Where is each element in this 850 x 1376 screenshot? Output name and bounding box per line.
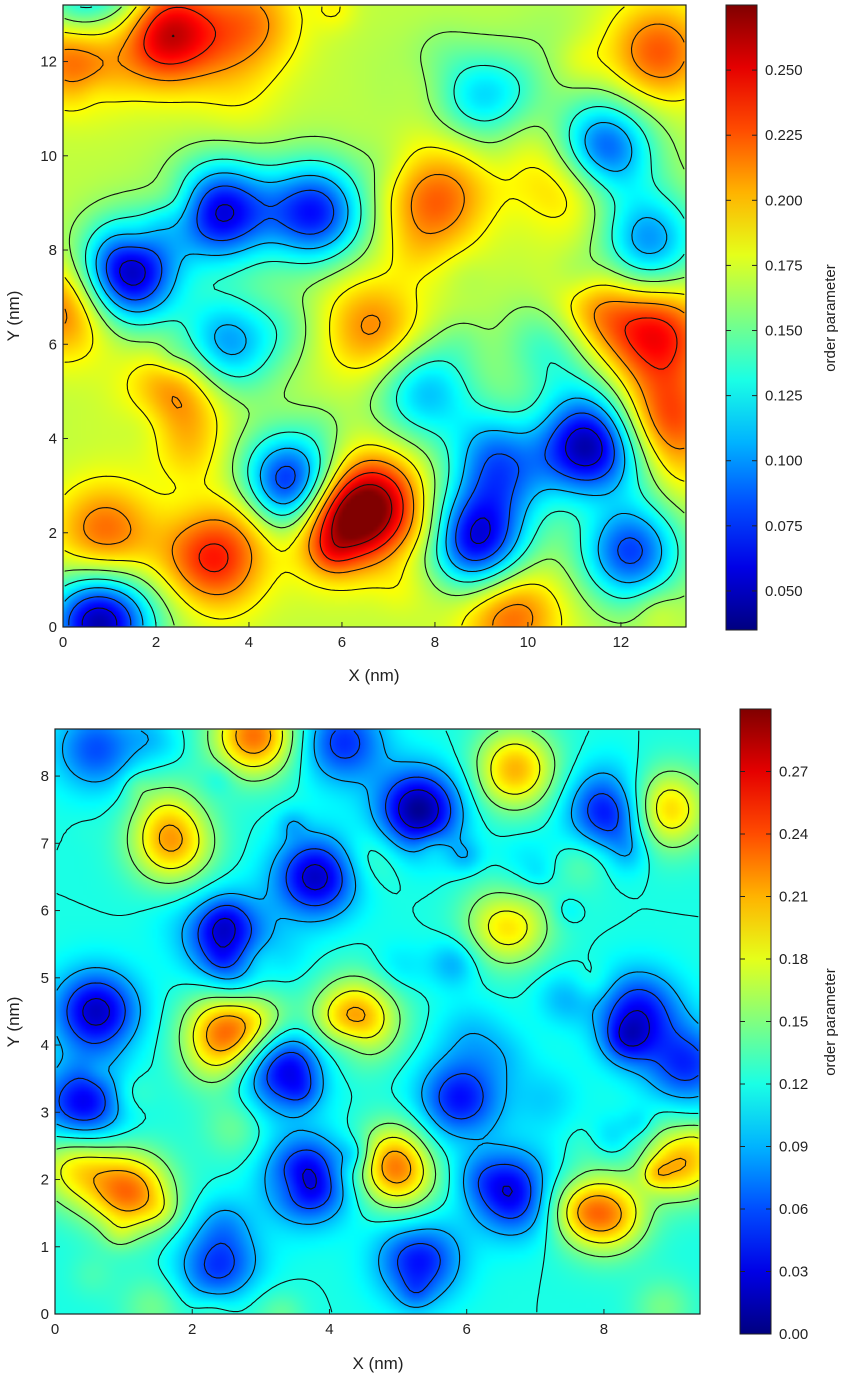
heatmap-field-2 (55, 729, 700, 1314)
x-tick-label: 0 (59, 634, 67, 651)
contour-line (56, 730, 699, 1308)
y-tick-label: 2 (41, 1172, 49, 1189)
x-tick-label: 12 (613, 634, 630, 651)
colorbar-label-2: order parameter (822, 968, 839, 1076)
contour-line (56, 730, 699, 1258)
colorbar-tick-label: 0.09 (779, 1139, 808, 1156)
colorbar-tick-label: 0.125 (765, 388, 803, 405)
x-axis-1: 0 2 4 6 8 10 12 (59, 622, 629, 651)
y-tick-label: 6 (41, 903, 49, 920)
y-tick-label: 4 (41, 1037, 49, 1054)
y-tick-label: 5 (41, 970, 49, 987)
plot-frame-2 (54, 728, 701, 1315)
contour-lines-1 (64, 6, 685, 626)
colorbar-tick-label: 0.100 (765, 453, 803, 470)
contour-line (171, 34, 393, 548)
contour-line (64, 6, 685, 626)
x-tick-label: 4 (325, 1321, 333, 1338)
y-tick-label: 8 (49, 242, 57, 259)
y-axis-1: 0 2 4 6 8 10 12 (40, 54, 68, 636)
colorbar-tick-label: 0.200 (765, 192, 803, 209)
x-tick-label: 10 (520, 634, 537, 651)
colorbar-gradient-1 (725, 4, 758, 631)
contour-line (68, 185, 643, 626)
colorbar-tick-label: 0.250 (765, 62, 803, 79)
contour-line (143, 6, 678, 573)
y-axis-label-2: Y (nm) (4, 997, 23, 1048)
plot-area-2 (54, 728, 701, 1315)
colorbar-tick-label: 0.175 (765, 257, 803, 274)
y-tick-label: 12 (40, 54, 57, 71)
x-tick-label: 4 (245, 634, 253, 651)
contour-line (60, 730, 699, 1244)
y-tick-label: 6 (49, 336, 57, 353)
colorbar-tick-label: 0.15 (779, 1014, 808, 1031)
y-tick-label: 8 (41, 768, 49, 785)
y-tick-label: 1 (41, 1239, 49, 1256)
x-axis-2: 0 2 4 6 8 (51, 1309, 608, 1338)
contour-line (64, 6, 685, 626)
colorbar-tick-label: 0.12 (779, 1076, 808, 1093)
x-tick-label: 6 (463, 1321, 471, 1338)
y-tick-label: 0 (49, 619, 57, 636)
contour-line (56, 730, 699, 1313)
colorbar-1: 0.050 0.075 0.100 0.125 0.150 0.175 0.200 0.225… (725, 4, 839, 631)
y-tick-label: 2 (49, 525, 57, 542)
x-axis-label-1: X (nm) (349, 666, 400, 685)
colorbar-label-1: order parameter (822, 264, 839, 372)
y-tick-label: 7 (41, 835, 49, 852)
plot-frame-1 (62, 4, 687, 628)
x-tick-label: 2 (152, 634, 160, 651)
x-tick-label: 6 (338, 634, 346, 651)
y-tick-label: 3 (41, 1104, 49, 1121)
colorbar-tick-label: 0.03 (779, 1264, 808, 1281)
colorbar-tick-label: 0.150 (765, 323, 803, 340)
colorbar-tick-label: 0.050 (765, 583, 803, 600)
x-tick-label: 0 (51, 1321, 59, 1338)
contour-line (93, 730, 687, 1232)
colorbar-ticks-1: 0.050 0.075 0.100 0.125 0.150 0.175 0.200 0.225… (726, 62, 803, 600)
colorbar-2: 0.00 0.03 0.06 0.09 0.12 0.15 0.18 0.21 0.24 0.27… (739, 708, 839, 1343)
x-axis-label-2: X (nm) (353, 1354, 404, 1373)
x-tick-label: 2 (188, 1321, 196, 1338)
plot-area-1 (62, 4, 687, 628)
colorbar-tick-label: 0.00 (779, 1326, 808, 1343)
colorbar-tick-label: 0.075 (765, 518, 803, 535)
y-tick-label: 0 (41, 1306, 49, 1323)
y-axis-label-1: Y (nm) (4, 291, 23, 342)
x-tick-label: 8 (600, 1321, 608, 1338)
colorbar-tick-label: 0.18 (779, 951, 808, 968)
contour-line (64, 6, 685, 626)
x-tick-label: 8 (431, 634, 439, 651)
colorbar-tick-label: 0.06 (779, 1201, 808, 1218)
contour-lines-2 (56, 730, 699, 1313)
colorbar-ticks-2: 0.00 0.03 0.06 0.09 0.12 0.15 0.18 0.21 0.24 0.27 (740, 764, 808, 1343)
y-tick-label: 4 (49, 431, 57, 448)
colorbar-tick-label: 0.24 (779, 826, 808, 843)
colorbar-tick-label: 0.21 (779, 889, 808, 906)
contour-line (64, 6, 685, 626)
y-axis-2: 0 1 2 3 4 5 6 7 8 (41, 768, 60, 1323)
contour-line (81, 204, 603, 626)
contour-line (64, 121, 668, 626)
colorbar-tick-label: 0.27 (779, 764, 808, 781)
colorbar-tick-label: 0.225 (765, 127, 803, 144)
contour-line (82, 789, 650, 1197)
y-tick-label: 10 (40, 148, 57, 165)
contour-line (58, 730, 699, 1294)
